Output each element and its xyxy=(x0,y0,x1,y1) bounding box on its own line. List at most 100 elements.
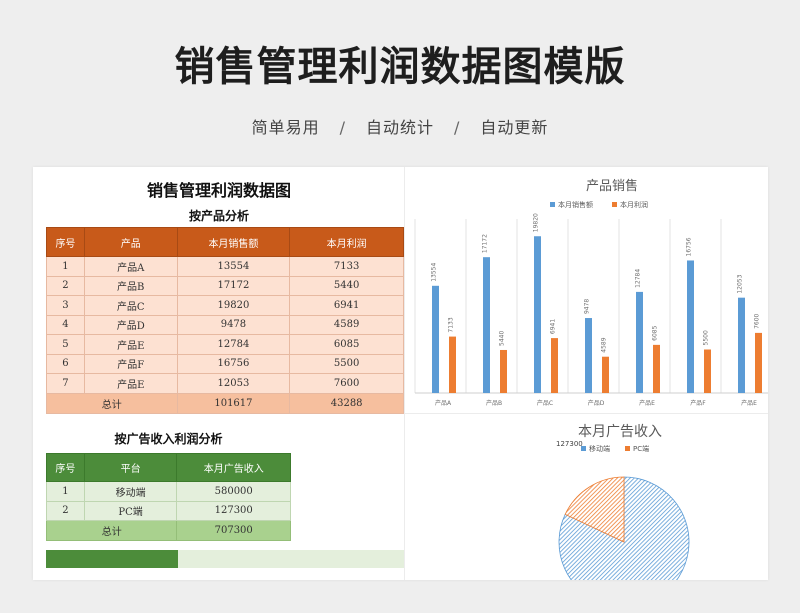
bar xyxy=(704,349,711,393)
table-cell: 2 xyxy=(46,500,85,521)
table-cell: 16756 xyxy=(176,353,291,374)
data-label: 16756 xyxy=(686,237,693,256)
col-header: 本月销售额 xyxy=(176,227,291,257)
table-cell: 4 xyxy=(46,314,85,335)
data-label: 5440 xyxy=(499,331,506,346)
product-table-header: 序号 产品 本月销售额 本月利润 xyxy=(46,227,404,257)
separator: / xyxy=(339,118,346,137)
tag-auto-stat: 自动统计 xyxy=(365,118,434,137)
bar xyxy=(755,332,762,393)
spreadsheet-preview: 销售管理利润数据图 按产品分析 序号 产品 本月销售额 本月利润 1 产品A 135… xyxy=(33,167,768,580)
legend-swatch xyxy=(581,446,586,451)
tag-auto-update: 自动更新 xyxy=(480,118,549,137)
data-label: 17172 xyxy=(482,234,489,253)
data-label: 7133 xyxy=(448,317,455,332)
table-cell: 12053 xyxy=(176,373,291,394)
table-cell: 6941 xyxy=(289,295,404,316)
data-label: 7600 xyxy=(754,313,761,328)
ad-total-row: 总计 707300 xyxy=(45,520,291,541)
product-row: 7 产品E 12053 7600 xyxy=(46,373,404,394)
col-header: 平台 xyxy=(83,453,178,482)
category-label: 产品C xyxy=(537,399,553,407)
product-row: 4 产品D 9478 4589 xyxy=(46,314,404,335)
total-profit: 43288 xyxy=(289,392,404,414)
table-cell: 2 xyxy=(46,275,85,296)
legend-swatch xyxy=(625,446,630,451)
col-header: 序号 xyxy=(46,227,85,257)
category-label: 产品D xyxy=(588,399,605,407)
bar xyxy=(432,285,439,393)
table-cell: 5440 xyxy=(289,275,404,296)
ad-table-header: 序号 平台 本月广告收入 xyxy=(46,453,291,482)
legend-label: PC端 xyxy=(633,444,649,453)
ad-section-title: 按广告收入利润分析 xyxy=(114,432,223,446)
data-label: 12053 xyxy=(737,274,744,293)
table-cell: 1 xyxy=(46,256,85,277)
table-cell: 移动端 xyxy=(83,481,178,502)
legend-swatch xyxy=(550,202,555,207)
table-cell: 5500 xyxy=(289,353,404,374)
col-header: 产品 xyxy=(83,227,178,257)
table-cell: 产品A xyxy=(83,256,178,277)
data-label: 13554 xyxy=(431,263,438,282)
data-label: 6941 xyxy=(550,319,557,334)
data-label: 12784 xyxy=(635,269,642,288)
table-cell: 产品E xyxy=(83,334,178,355)
product-row: 1 产品A 13554 7133 xyxy=(46,256,404,277)
product-section-title: 按产品分析 xyxy=(188,209,249,223)
table-cell: 7 xyxy=(46,373,85,394)
legend-label: 移动端 xyxy=(589,444,610,453)
bar xyxy=(449,336,456,393)
category-label: 产品F xyxy=(690,399,706,407)
data-label: 9478 xyxy=(584,299,591,314)
bar xyxy=(534,236,541,393)
product-row: 5 产品E 12784 6085 xyxy=(46,334,404,355)
legend-label: 本月销售额 xyxy=(558,200,593,209)
category-label: 产品A xyxy=(435,399,452,407)
table-cell: 产品D xyxy=(83,314,178,335)
table-cell: 4589 xyxy=(289,314,404,335)
footer-bar-light xyxy=(178,550,404,568)
chart-title: 本月广告收入 xyxy=(578,424,662,440)
table-cell: 6 xyxy=(46,353,85,374)
data-label: 4589 xyxy=(601,337,608,352)
data-label: 6085 xyxy=(652,325,659,340)
data-label: 5500 xyxy=(703,330,710,345)
col-header: 本月利润 xyxy=(289,227,404,257)
subtitle-tags: 简单易用 / 自动统计 / 自动更新 xyxy=(0,114,800,138)
bar xyxy=(551,338,558,393)
ad-table: 序号 平台 本月广告收入 1 移动端 580000 2 PC端 127300 总计 707… xyxy=(45,453,291,541)
data-label: 127300 xyxy=(556,440,583,448)
legend-label: 本月利润 xyxy=(620,200,648,209)
table-cell: 产品E xyxy=(83,373,178,394)
table-cell: 7133 xyxy=(289,256,404,277)
ad-row: 2 PC端 127300 xyxy=(46,500,291,521)
table-cell: 1 xyxy=(46,481,85,502)
product-row: 3 产品C 19820 6941 xyxy=(46,295,404,316)
chart-title: 产品销售 xyxy=(586,178,638,194)
table-cell: PC端 xyxy=(83,500,178,521)
ad-row: 1 移动端 580000 xyxy=(46,481,291,502)
tag-easy: 简单易用 xyxy=(251,118,320,137)
sheet-title: 销售管理利润数据图 xyxy=(146,181,291,200)
table-cell: 9478 xyxy=(176,314,291,335)
table-cell: 13554 xyxy=(176,256,291,277)
table-cell: 12784 xyxy=(176,334,291,355)
bar xyxy=(653,344,660,393)
table-cell: 产品C xyxy=(83,295,178,316)
table-cell: 127300 xyxy=(176,500,291,521)
total-label: 总计 xyxy=(45,520,178,541)
table-cell: 580000 xyxy=(176,481,291,502)
footer-bar-green xyxy=(46,550,178,568)
product-table: 序号 产品 本月销售额 本月利润 1 产品A 13554 7133 2 产品B 17172 5… xyxy=(46,227,404,414)
table-cell: 7600 xyxy=(289,373,404,394)
bar xyxy=(602,356,609,393)
col-header: 本月广告收入 xyxy=(176,453,291,482)
product-row: 2 产品B 17172 5440 xyxy=(46,275,404,296)
total-label: 总计 xyxy=(46,392,178,414)
bar xyxy=(687,260,694,393)
table-cell: 产品F xyxy=(83,353,178,374)
table-cell: 19820 xyxy=(176,295,291,316)
